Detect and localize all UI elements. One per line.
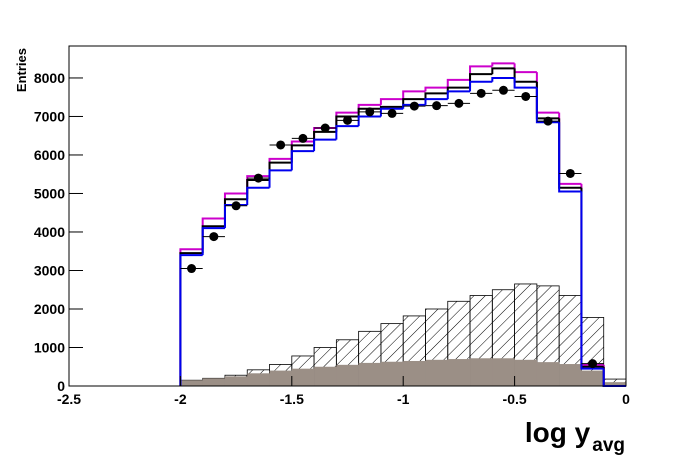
y-tick-label: 3000 [34,262,65,278]
data-point [498,85,508,95]
data-point [454,98,464,108]
histogram-step [179,252,203,386]
data-point [298,133,308,143]
filled-bar [425,359,449,386]
filled-bar [224,376,248,386]
histogram-step [580,191,604,370]
histogram-step [424,86,448,92]
histogram-step [491,62,515,67]
data-point [543,116,553,126]
histogram-step [268,169,292,188]
histogram-step [335,125,359,140]
plot-area [179,62,627,387]
filled-bar [247,373,270,386]
data-point [409,101,419,111]
histogram-step [513,63,537,74]
data-point [231,201,241,211]
histogram-step [558,122,582,193]
filled-bar [336,364,359,386]
filled-bar [380,361,404,386]
data-point [588,359,598,369]
x-axis-title: log y avg [525,417,625,456]
data-point [187,264,197,274]
data-point [432,101,442,111]
x-axis-title-main: log y [525,417,591,448]
data-point [320,123,330,133]
x-tick-label: 0 [622,391,630,407]
filled-bar [603,382,627,386]
data-point [209,232,219,242]
y-tick-label: 8000 [34,70,65,86]
x-axis-title-sub: avg [592,435,625,456]
histogram-step [424,92,448,100]
x-tick-label: -2.5 [57,391,81,407]
y-tick-label: 1000 [34,339,65,355]
data-point [565,168,575,178]
filled-bar [269,370,293,386]
filled-bar [202,378,226,386]
histogram-step [535,72,560,114]
x-tick-label: -2 [174,391,187,407]
histogram-step [379,107,404,117]
x-tick-label: -0.5 [503,391,527,407]
histogram-step [246,178,270,200]
data-point [343,115,352,125]
histogram-step [513,77,537,89]
data-point [521,91,531,101]
histogram-step [379,98,404,105]
x-tick-label: -1 [397,391,410,407]
histogram-step [357,115,381,127]
y-tick-label: 0 [57,378,65,394]
histogram-step [201,227,225,256]
filled-bar [559,364,582,386]
filled-bar [581,370,605,386]
histogram-step [446,78,471,88]
histogram-step [246,186,270,206]
filled-bar [403,360,426,386]
filled-bar [447,359,471,386]
filled-bar [492,358,515,386]
histogram-step [290,144,315,163]
y-axis-title: Entries [14,48,29,92]
frame [68,45,627,387]
data-point [276,140,286,150]
histogram-step [179,254,203,386]
filled-bar [358,362,382,386]
histogram-step [424,98,448,105]
histogram-step [402,90,426,100]
x-tick-label: -1.5 [280,391,304,407]
filled-bar [314,366,337,386]
filled-bar [514,359,538,386]
data-point [476,88,486,98]
filled-bar [180,380,203,386]
filled-bar [291,368,315,386]
histogram-step [313,138,337,152]
filled-bar [536,362,560,386]
histogram-step [357,107,381,117]
y-tick-label: 4000 [34,224,65,240]
filled-bar [470,358,493,386]
y-tick-label: 5000 [34,185,65,201]
data-point [253,173,263,183]
y-tick-label: 2000 [34,301,65,317]
histogram-step [491,67,515,75]
histogram-step [446,90,471,100]
data-point [387,108,397,118]
histogram-step [513,68,537,83]
histogram-step [268,157,292,177]
data-point [365,107,375,117]
histogram-step [491,76,515,82]
y-tick-label: 6000 [34,147,65,163]
histogram-step [469,80,493,92]
histogram-step [290,150,315,171]
y-tick-label: 7000 [34,108,65,124]
